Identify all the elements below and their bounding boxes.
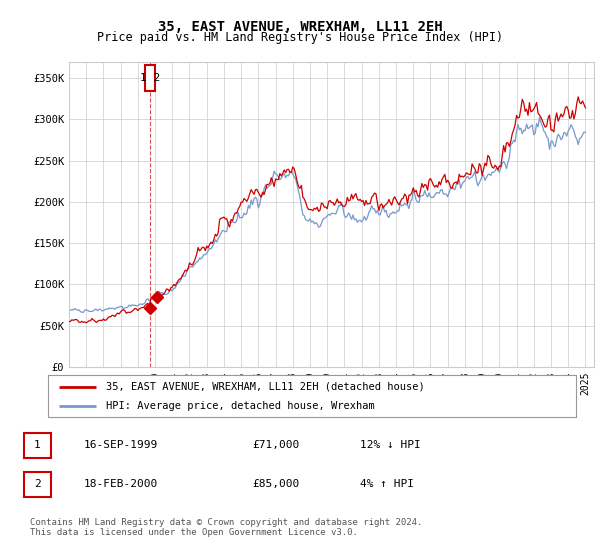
- Text: £71,000: £71,000: [252, 440, 299, 450]
- Text: £85,000: £85,000: [252, 479, 299, 489]
- Text: 35, EAST AVENUE, WREXHAM, LL11 2EH: 35, EAST AVENUE, WREXHAM, LL11 2EH: [158, 20, 442, 34]
- Text: 1 2: 1 2: [140, 73, 160, 83]
- Text: 35, EAST AVENUE, WREXHAM, LL11 2EH (detached house): 35, EAST AVENUE, WREXHAM, LL11 2EH (deta…: [106, 381, 425, 391]
- Text: Price paid vs. HM Land Registry's House Price Index (HPI): Price paid vs. HM Land Registry's House …: [97, 31, 503, 44]
- Text: 16-SEP-1999: 16-SEP-1999: [84, 440, 158, 450]
- Text: 1: 1: [34, 440, 41, 450]
- FancyBboxPatch shape: [145, 65, 155, 91]
- Text: Contains HM Land Registry data © Crown copyright and database right 2024.
This d: Contains HM Land Registry data © Crown c…: [30, 518, 422, 538]
- Text: HPI: Average price, detached house, Wrexham: HPI: Average price, detached house, Wrex…: [106, 401, 375, 411]
- Text: 2: 2: [34, 479, 41, 489]
- Text: 18-FEB-2000: 18-FEB-2000: [84, 479, 158, 489]
- Text: 4% ↑ HPI: 4% ↑ HPI: [360, 479, 414, 489]
- Text: 12% ↓ HPI: 12% ↓ HPI: [360, 440, 421, 450]
